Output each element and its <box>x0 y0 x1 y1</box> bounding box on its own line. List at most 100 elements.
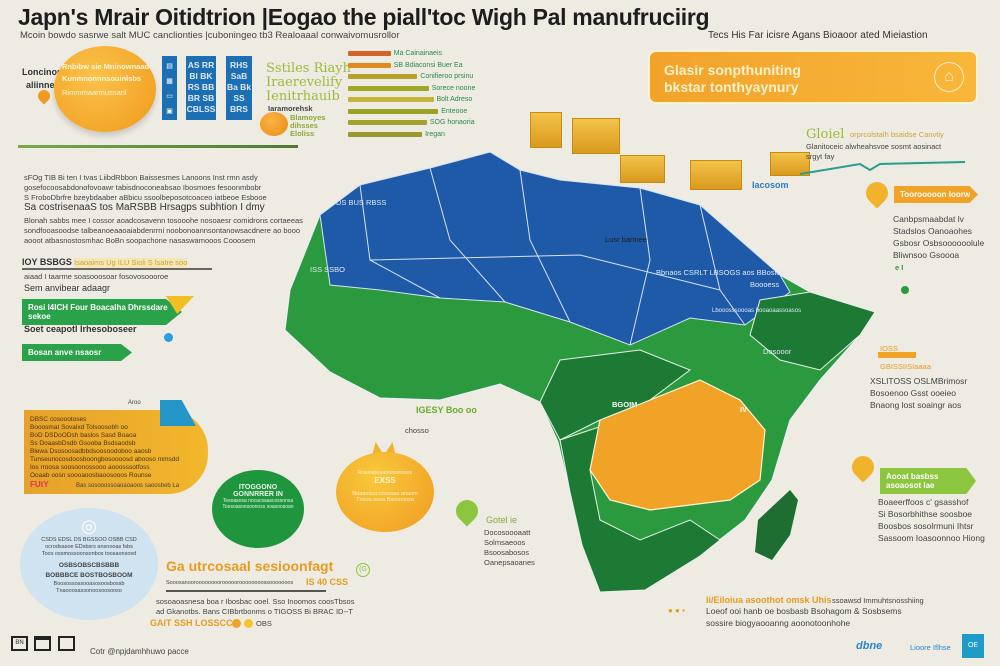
tag-2: Bosan anve nsaosr <box>22 344 132 361</box>
logo-2: Lioore Iflhse <box>910 643 951 652</box>
bottom-right-line-2: sossire biogyaooanng aoonotoonhohe <box>706 618 851 628</box>
section-highlight: Isaoaims Ug ILU Sioli S lsatre soo <box>74 258 188 268</box>
building-icon <box>572 118 620 154</box>
text-line: Stadslos Oanoaohes <box>893 226 972 236</box>
text-line: gosefocoosabdonofovoawr tabisdnoconeabsa… <box>24 183 262 192</box>
ball-text-line: dihsses <box>290 121 318 130</box>
text-line: OSBSOBSCBSBBB <box>58 562 120 569</box>
map-label: BGOIM <box>612 400 638 409</box>
blue-info-circle: ◎ CSDS EDSL DS BGSSOO OSBB CSD ocrodsasoe… <box>20 508 158 620</box>
building-icon <box>530 112 562 148</box>
text-line: Tunseunocosdoosboongbosoooosd abooso mms… <box>30 456 180 463</box>
bottom-line-1: sosoaoasnesa boa r Ibosbac ooel. Sso Ino… <box>156 597 355 606</box>
map-island <box>901 286 909 294</box>
footer-credit: Cotr @npjdamhhuwo pacce <box>90 647 189 656</box>
bar <box>348 97 434 102</box>
badge-icon: (G <box>356 563 370 577</box>
blue-circle-small: Boosossossooasosoosbossb Tnaooosassonooso… <box>20 581 158 595</box>
bar-row: SOG honaoria <box>348 119 475 126</box>
frame-icon[interactable] <box>58 636 75 651</box>
info-card-code: FUtY <box>30 480 49 489</box>
text-line: CSDS EDSL DS BGSSOO OSBB CSD <box>41 537 137 543</box>
top-left-label: Loncinope <box>22 67 68 77</box>
text-line: DBSC cosoootoses <box>30 416 87 423</box>
text-line: Boosossossooasosoosbossb <box>53 581 125 587</box>
orange-info-circle: Rosesonsaoononnoss EXSS Noaaotsocnnsooas… <box>336 452 434 532</box>
text-line: Solmsaeoos <box>484 538 526 547</box>
dot-icon <box>232 619 241 628</box>
growth-line <box>800 161 966 175</box>
card-line: CBLSS <box>186 104 216 114</box>
bar-label: Conifieroo prsinu <box>420 73 474 80</box>
document-icon: ▤ <box>166 63 173 70</box>
card-line: BRS <box>230 104 248 114</box>
map-label: IV <box>740 405 748 414</box>
stat-card: RHS SaB Ba Bk SS BRS <box>226 56 252 120</box>
card-line: BR SB <box>187 93 215 103</box>
building-icon <box>620 155 665 183</box>
text-line: Tnaooosassonoosoosooso <box>56 588 122 594</box>
right-tag-3: Aooat basbss asoaosot lae <box>880 468 976 494</box>
text-line: sondfooasoodse talbeanoeaaoaiabdenrrni n… <box>24 226 301 235</box>
paragraph-1: sFOg TIB Bi ten I tvas LiibdRbbon Baisse… <box>24 173 267 203</box>
blue-circle-lines: CSDS EDSL DS BGSSOO OSBB CSD ocrodsasoe E… <box>20 537 158 558</box>
text-line: Tnooo oosa Bsosooosa <box>356 497 414 503</box>
paragraph-heading: Sa costrisenaaS tos MaRSBB Hrsagps subht… <box>24 202 265 213</box>
bottom-line-3: GAIT SSH LOSSCC <box>150 618 233 628</box>
text-line: EXSS <box>374 476 396 485</box>
folder-icon[interactable] <box>34 636 51 651</box>
card-line: SaB <box>230 71 248 81</box>
bar-label: Iregan <box>425 130 445 138</box>
side-icon-strip: ▤ ▦ ▭ ▣ <box>162 56 177 120</box>
bar <box>348 120 427 125</box>
window-icon[interactable]: BN <box>11 636 28 651</box>
dot-icon <box>244 619 253 628</box>
bar <box>348 85 429 91</box>
bottom-right-heading: Ii/Eiloiua asoothot omsk Uhis <box>706 595 832 605</box>
factory-icon: ⌂ <box>934 62 964 92</box>
text-line: Ooaab oosn soooaoosbaoosooos Rounse <box>30 472 152 479</box>
bottom-right-heading-2: ssoawsd Immuhtsnosshiing <box>832 596 924 605</box>
text-line: Blewa Dsosoosadbbdsoosoodoboo aaosb <box>30 448 152 455</box>
right-list-3: Boaeerffoos c' gsasshof Si Bosorbhithse s… <box>878 496 985 544</box>
bar-label: SOG honaoria <box>429 119 475 126</box>
map-label: Bbnaos CSRLT LBSOGS aos BBosioe <box>656 268 785 277</box>
text-line: Si Bosorbhithse soosboe <box>878 509 973 519</box>
text-line: Bsoosabosos <box>484 548 530 557</box>
bar <box>348 62 391 68</box>
green-heading: Sstiles Riayh Iraerevelify Ienitrhauib <box>266 62 351 104</box>
top-right-caption: Tecs His Far icisre Agans Bioaoor ated M… <box>708 30 928 41</box>
card-line: AS RR <box>187 60 215 70</box>
bar-chart: Ma Cainainaeis SB Bdiaconsi Buer Ea Conifi… <box>348 50 498 140</box>
top-left-label-2: aliinne <box>26 80 55 90</box>
growth-title-2: orprcolstalh bsaidse Canvtiy <box>850 130 944 139</box>
tag-1: Rosi I4ICH Four Boacalha Dhrssdare sekoe <box>22 299 182 325</box>
bar-row: Enteooe <box>348 108 467 115</box>
divider <box>166 590 326 592</box>
paragraph-2: Blonah sabbs mee I cossor aoadcosavenn t… <box>24 216 303 246</box>
text-line: Noaaotsocnnsooas anaom <box>352 491 418 497</box>
banner-line-1: Glasir sonpthuniting <box>664 62 801 78</box>
green-caption: Iaramorehsk <box>268 104 313 113</box>
info-card-text: DBSC cosoootoses Booosmat Sovalxd Tolsoos… <box>30 416 179 480</box>
right-tag-2-bar <box>878 352 916 358</box>
right-tag-2-sub: GBISSIISIaaaa <box>880 362 931 371</box>
text-line: GONNRRER IN <box>233 491 283 498</box>
text-line: Boaeerffoos c' gsasshof <box>878 497 969 507</box>
bar <box>348 51 391 56</box>
bottom-highlight: IS 40 CSS <box>306 577 349 587</box>
text-line: Bliwnsoo Gsoooa <box>893 250 960 260</box>
text-line: Toos ossmossoonsonbos toosaonsosd <box>41 551 137 557</box>
text-line: Sassoom Ioasoonnoo Hiong <box>878 533 985 543</box>
text-line: Blonah sabbs mee I cossor aoadcosavenn t… <box>24 216 303 225</box>
orange-ball-text: Blamoyes dihsses Eloliss <box>290 114 325 138</box>
banner-line-2: bkstar tonthyaynury <box>664 79 799 95</box>
circle-line-1: Rnbibw sie Mninownaad <box>62 62 150 71</box>
green-heading-line: Iraerevelify <box>266 75 343 90</box>
right-list-2: XSLITOSS OSLMBrimosr Bosoenoo Gsst ooeieo… <box>870 375 967 411</box>
info-card-footer: Bas sosooossoaoaoaoos saoosbeb La <box>76 483 180 489</box>
orange-stat-circle: Rnbibw sie Mninownaad Kunmnonnnsouinlsbs… <box>54 46 156 132</box>
tablet-icon: ▣ <box>166 108 173 115</box>
map-label: ISS SSBO <box>310 265 346 274</box>
